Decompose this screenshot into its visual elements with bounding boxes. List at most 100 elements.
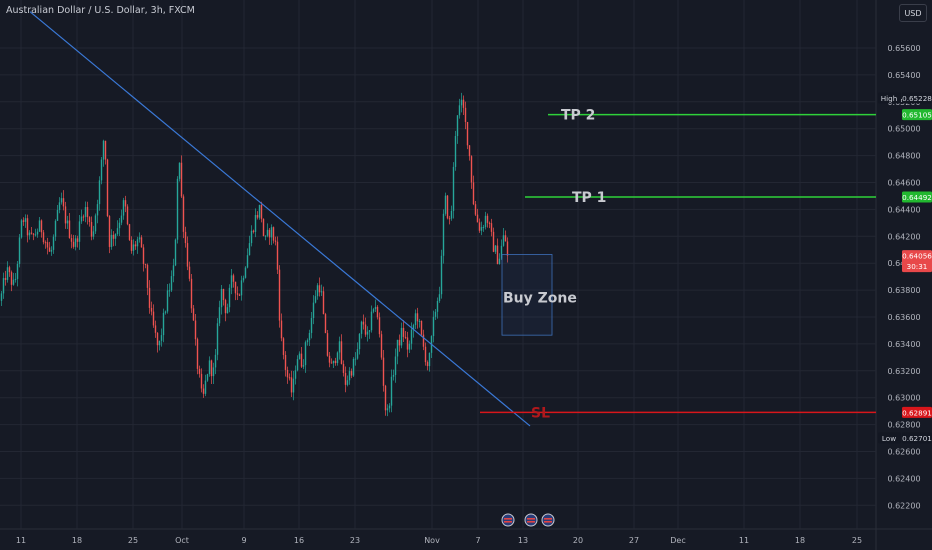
candle-body <box>266 229 269 236</box>
candle-body <box>368 330 371 332</box>
candle-body <box>460 99 463 106</box>
event-flag-au-icon[interactable] <box>524 513 538 527</box>
candle-body <box>406 337 409 350</box>
candle-body <box>444 195 447 214</box>
price-label-tag-bg <box>878 432 901 444</box>
candle-body <box>128 224 131 240</box>
candle-body <box>94 215 97 232</box>
candle-body <box>138 237 141 240</box>
candle-body <box>304 342 307 366</box>
candle-body <box>440 255 443 295</box>
event-flag-us-icon[interactable] <box>541 513 555 527</box>
y-tick-label: 0.63400 <box>887 340 920 349</box>
candle-body <box>194 320 197 340</box>
candle-body <box>498 258 501 265</box>
candle-body <box>322 291 325 315</box>
candle-body <box>348 371 351 381</box>
candle-body <box>0 293 3 301</box>
candle-body <box>200 373 203 389</box>
price-label-high <box>902 92 932 104</box>
candle-body <box>14 278 17 280</box>
y-tick-label: 0.64800 <box>887 152 920 161</box>
candle-body <box>400 327 403 346</box>
candle-body <box>360 321 363 334</box>
candle-body <box>340 341 343 364</box>
candle-body <box>196 339 199 369</box>
x-tick-label: 18 <box>72 536 82 545</box>
candle-body <box>16 263 19 279</box>
candle-body <box>384 385 387 411</box>
candle-body <box>74 238 77 247</box>
candle-body <box>296 359 299 371</box>
candle-body <box>70 238 73 242</box>
candle-body <box>478 222 481 231</box>
candle-body <box>292 378 295 393</box>
flag-stripe <box>527 521 535 523</box>
candle-body <box>40 220 43 233</box>
candle-body <box>326 333 329 356</box>
candle-body <box>144 263 147 265</box>
candle-body <box>448 218 451 220</box>
candle-body <box>254 214 257 232</box>
candle-body <box>416 313 419 322</box>
candle-body <box>428 352 431 367</box>
candle-body <box>44 242 47 244</box>
candle-body <box>472 182 475 205</box>
candle-body <box>220 288 223 308</box>
candle-body <box>66 220 69 224</box>
candle-body <box>232 275 235 282</box>
buy-zone-label: Buy Zone <box>503 290 577 306</box>
candle-body <box>470 156 473 183</box>
currency-button[interactable]: USD <box>899 4 927 22</box>
candle-body <box>362 321 365 325</box>
candle-body <box>436 300 439 312</box>
candle-body <box>22 220 25 222</box>
candle-body <box>248 243 251 256</box>
candle-body <box>8 267 11 273</box>
candle-body <box>204 380 207 394</box>
candle-body <box>78 221 81 242</box>
candle-body <box>192 308 195 321</box>
symbol-title[interactable]: Australian Dollar / U.S. Dollar, 3h, FXC… <box>6 5 195 16</box>
candle-body <box>182 196 185 232</box>
candle-body <box>432 316 435 337</box>
candle-body <box>306 340 309 343</box>
candle-body <box>490 223 493 232</box>
candle-body <box>420 320 423 335</box>
flag-stripe <box>527 518 535 520</box>
candle-body <box>466 121 469 146</box>
candle-body <box>388 405 391 409</box>
countdown-label: 30:31 <box>907 262 928 271</box>
y-tick-label: 0.65000 <box>887 125 920 134</box>
candle-body <box>480 227 483 231</box>
trendline[interactable] <box>29 11 531 427</box>
candle-body <box>58 202 61 210</box>
candle-body <box>188 266 191 279</box>
event-flag-us-icon[interactable] <box>501 513 515 527</box>
candle-body <box>398 339 401 346</box>
candle-body <box>378 317 381 335</box>
candle-body <box>484 215 487 227</box>
candle-body <box>122 200 125 216</box>
x-tick-label: 27 <box>629 536 639 545</box>
candle-body <box>12 279 15 285</box>
candle-body <box>302 365 305 367</box>
candle-body <box>456 115 459 137</box>
candle-body <box>246 255 249 268</box>
candle-body <box>86 207 89 218</box>
sl-label: SL <box>531 405 550 421</box>
candle-body <box>154 325 157 333</box>
flag-stripe <box>504 518 512 520</box>
flag-stripe <box>504 521 512 523</box>
candle-body <box>330 362 333 364</box>
candle-body <box>76 238 79 242</box>
candle-body <box>100 159 103 181</box>
y-tick-label: 0.62600 <box>887 448 920 457</box>
candle-body <box>34 234 37 236</box>
buy-zone-box[interactable] <box>501 254 553 336</box>
candle-body <box>106 159 109 217</box>
price-label-value: 0.65105 <box>902 111 932 120</box>
candle-body <box>10 272 13 285</box>
candle-body <box>338 341 341 353</box>
